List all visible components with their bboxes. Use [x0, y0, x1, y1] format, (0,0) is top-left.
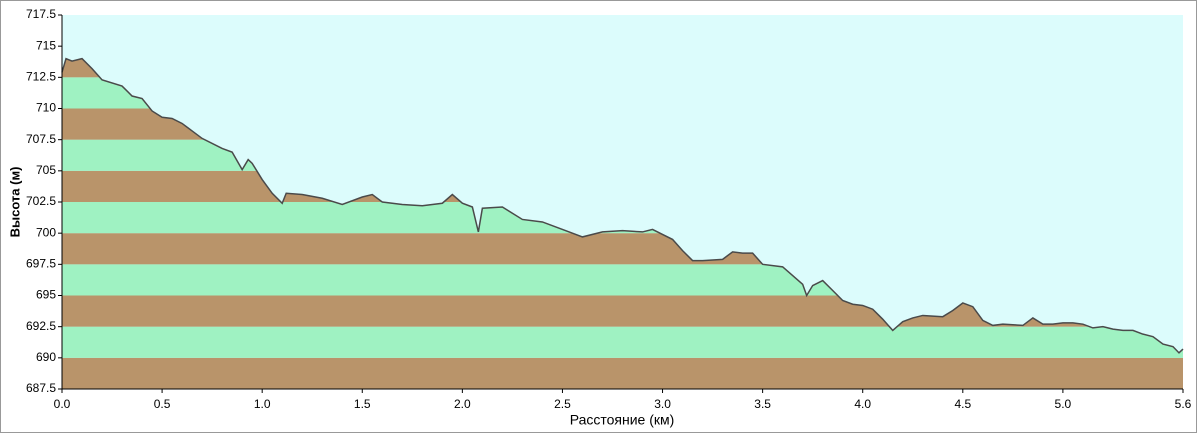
y-tick-label: 692.5 [26, 319, 56, 333]
x-axis-label: Расстояние (км) [570, 412, 675, 428]
x-tick-label: 0.0 [54, 397, 71, 411]
x-tick-label: 5.0 [1055, 397, 1072, 411]
y-tick-label: 717.5 [26, 7, 56, 21]
y-tick-label: 687.5 [26, 381, 56, 395]
y-tick-label: 705 [36, 163, 56, 177]
x-tick-label: 0.5 [154, 397, 171, 411]
x-tick-label: 5.6 [1175, 397, 1192, 411]
y-tick-label: 702.5 [26, 194, 56, 208]
x-tick-label: 1.0 [254, 397, 271, 411]
y-tick-label: 695 [36, 288, 56, 302]
x-tick-label: 4.0 [854, 397, 871, 411]
x-tick-label: 4.5 [954, 397, 971, 411]
band [62, 357, 1183, 389]
y-tick-label: 712.5 [26, 70, 56, 84]
x-tick-label: 3.5 [754, 397, 771, 411]
x-tick-label: 1.5 [354, 397, 371, 411]
x-tick-label: 2.5 [554, 397, 571, 411]
y-tick-label: 707.5 [26, 132, 56, 146]
profile-line [61, 57, 1184, 354]
band [62, 326, 1183, 358]
y-axis-label: Высота (м) [7, 167, 22, 238]
y-tick-label: 697.5 [26, 257, 56, 271]
y-tick-label: 715 [36, 38, 56, 52]
x-tick-label: 3.0 [654, 397, 671, 411]
y-tick-label: 710 [36, 101, 56, 115]
y-tick-label: 690 [36, 350, 56, 364]
y-tick-label: 700 [36, 225, 56, 239]
x-tick-label: 2.0 [454, 397, 471, 411]
